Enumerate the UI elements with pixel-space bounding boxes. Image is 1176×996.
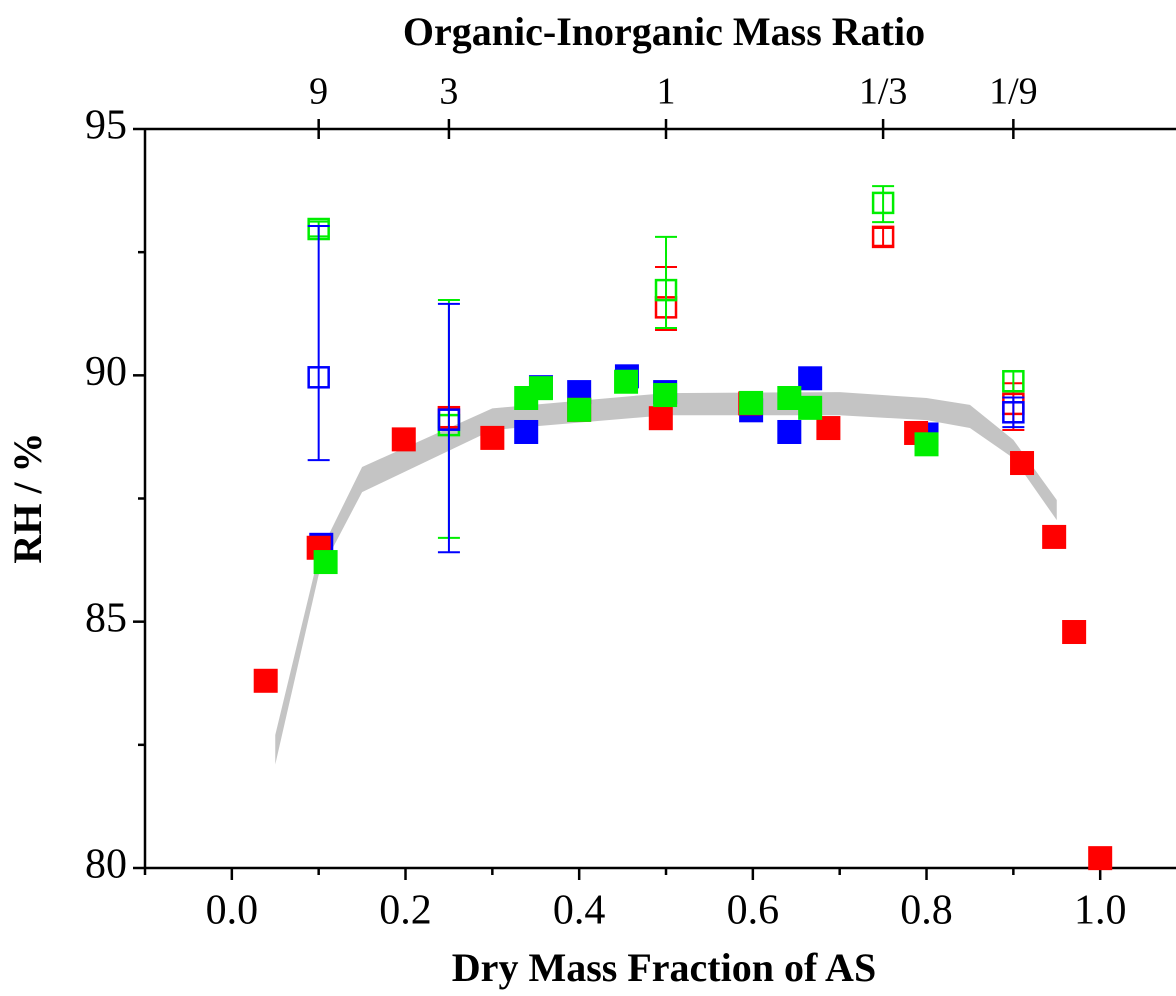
top-tick-label: 3 — [439, 71, 458, 113]
filled-marker — [798, 366, 823, 391]
filled-marker — [648, 406, 673, 431]
open-marker — [1002, 401, 1025, 424]
error-bar — [1002, 370, 1025, 393]
y-tick-label: 95 — [85, 103, 127, 149]
filled-marker — [528, 376, 553, 401]
x-tick-label: 0.6 — [727, 888, 780, 934]
filled-marker — [914, 432, 939, 457]
y-axis-title: RH / % — [5, 432, 50, 563]
x-tick-label: 0.0 — [206, 888, 259, 934]
top-tick-label: 1 — [657, 71, 676, 113]
y-tick-label: 80 — [85, 842, 127, 888]
open-marker — [871, 225, 895, 249]
x-tick-label: 1.0 — [1074, 888, 1127, 934]
filled-marker — [777, 419, 802, 444]
error-bar — [872, 185, 895, 224]
x-tick-label: 0.4 — [553, 888, 606, 934]
error-bar — [437, 302, 460, 554]
x-axis-title: Dry Mass Fraction of AS — [452, 945, 876, 990]
filled-marker — [1042, 524, 1067, 549]
error-bar — [307, 225, 330, 462]
top-tick-label: 1/3 — [859, 71, 908, 113]
filled-marker — [567, 397, 592, 422]
open-marker — [307, 366, 330, 389]
filled-marker — [313, 550, 338, 575]
filled-marker — [391, 427, 416, 452]
open-marker — [871, 191, 895, 215]
filled-marker — [480, 425, 505, 450]
filled-marker — [777, 385, 802, 410]
band — [275, 392, 1057, 765]
top-tick-label: 1/9 — [989, 71, 1038, 113]
filled-marker — [1062, 620, 1087, 645]
error-bar — [655, 235, 678, 330]
y-tick-label: 90 — [85, 349, 127, 395]
x-tick-label: 0.8 — [900, 888, 953, 934]
filled-marker — [798, 395, 823, 420]
open-marker — [654, 278, 678, 302]
error-bar — [872, 227, 895, 247]
open-marker — [437, 408, 461, 431]
x-tick-label: 0.2 — [379, 888, 432, 934]
filled-marker — [614, 369, 639, 394]
filled-marker — [1010, 451, 1035, 476]
top-tick-label: 9 — [309, 71, 328, 113]
filled-marker — [1088, 846, 1113, 871]
y-tick-label: 85 — [85, 595, 127, 641]
filled-marker — [653, 383, 678, 408]
top-axis-title: Organic-Inorganic Mass Ratio — [403, 9, 925, 54]
filled-marker — [514, 419, 539, 444]
filled-marker — [816, 416, 841, 441]
filled-marker — [253, 668, 278, 693]
filled-marker — [739, 390, 764, 415]
open-marker — [1002, 369, 1025, 393]
